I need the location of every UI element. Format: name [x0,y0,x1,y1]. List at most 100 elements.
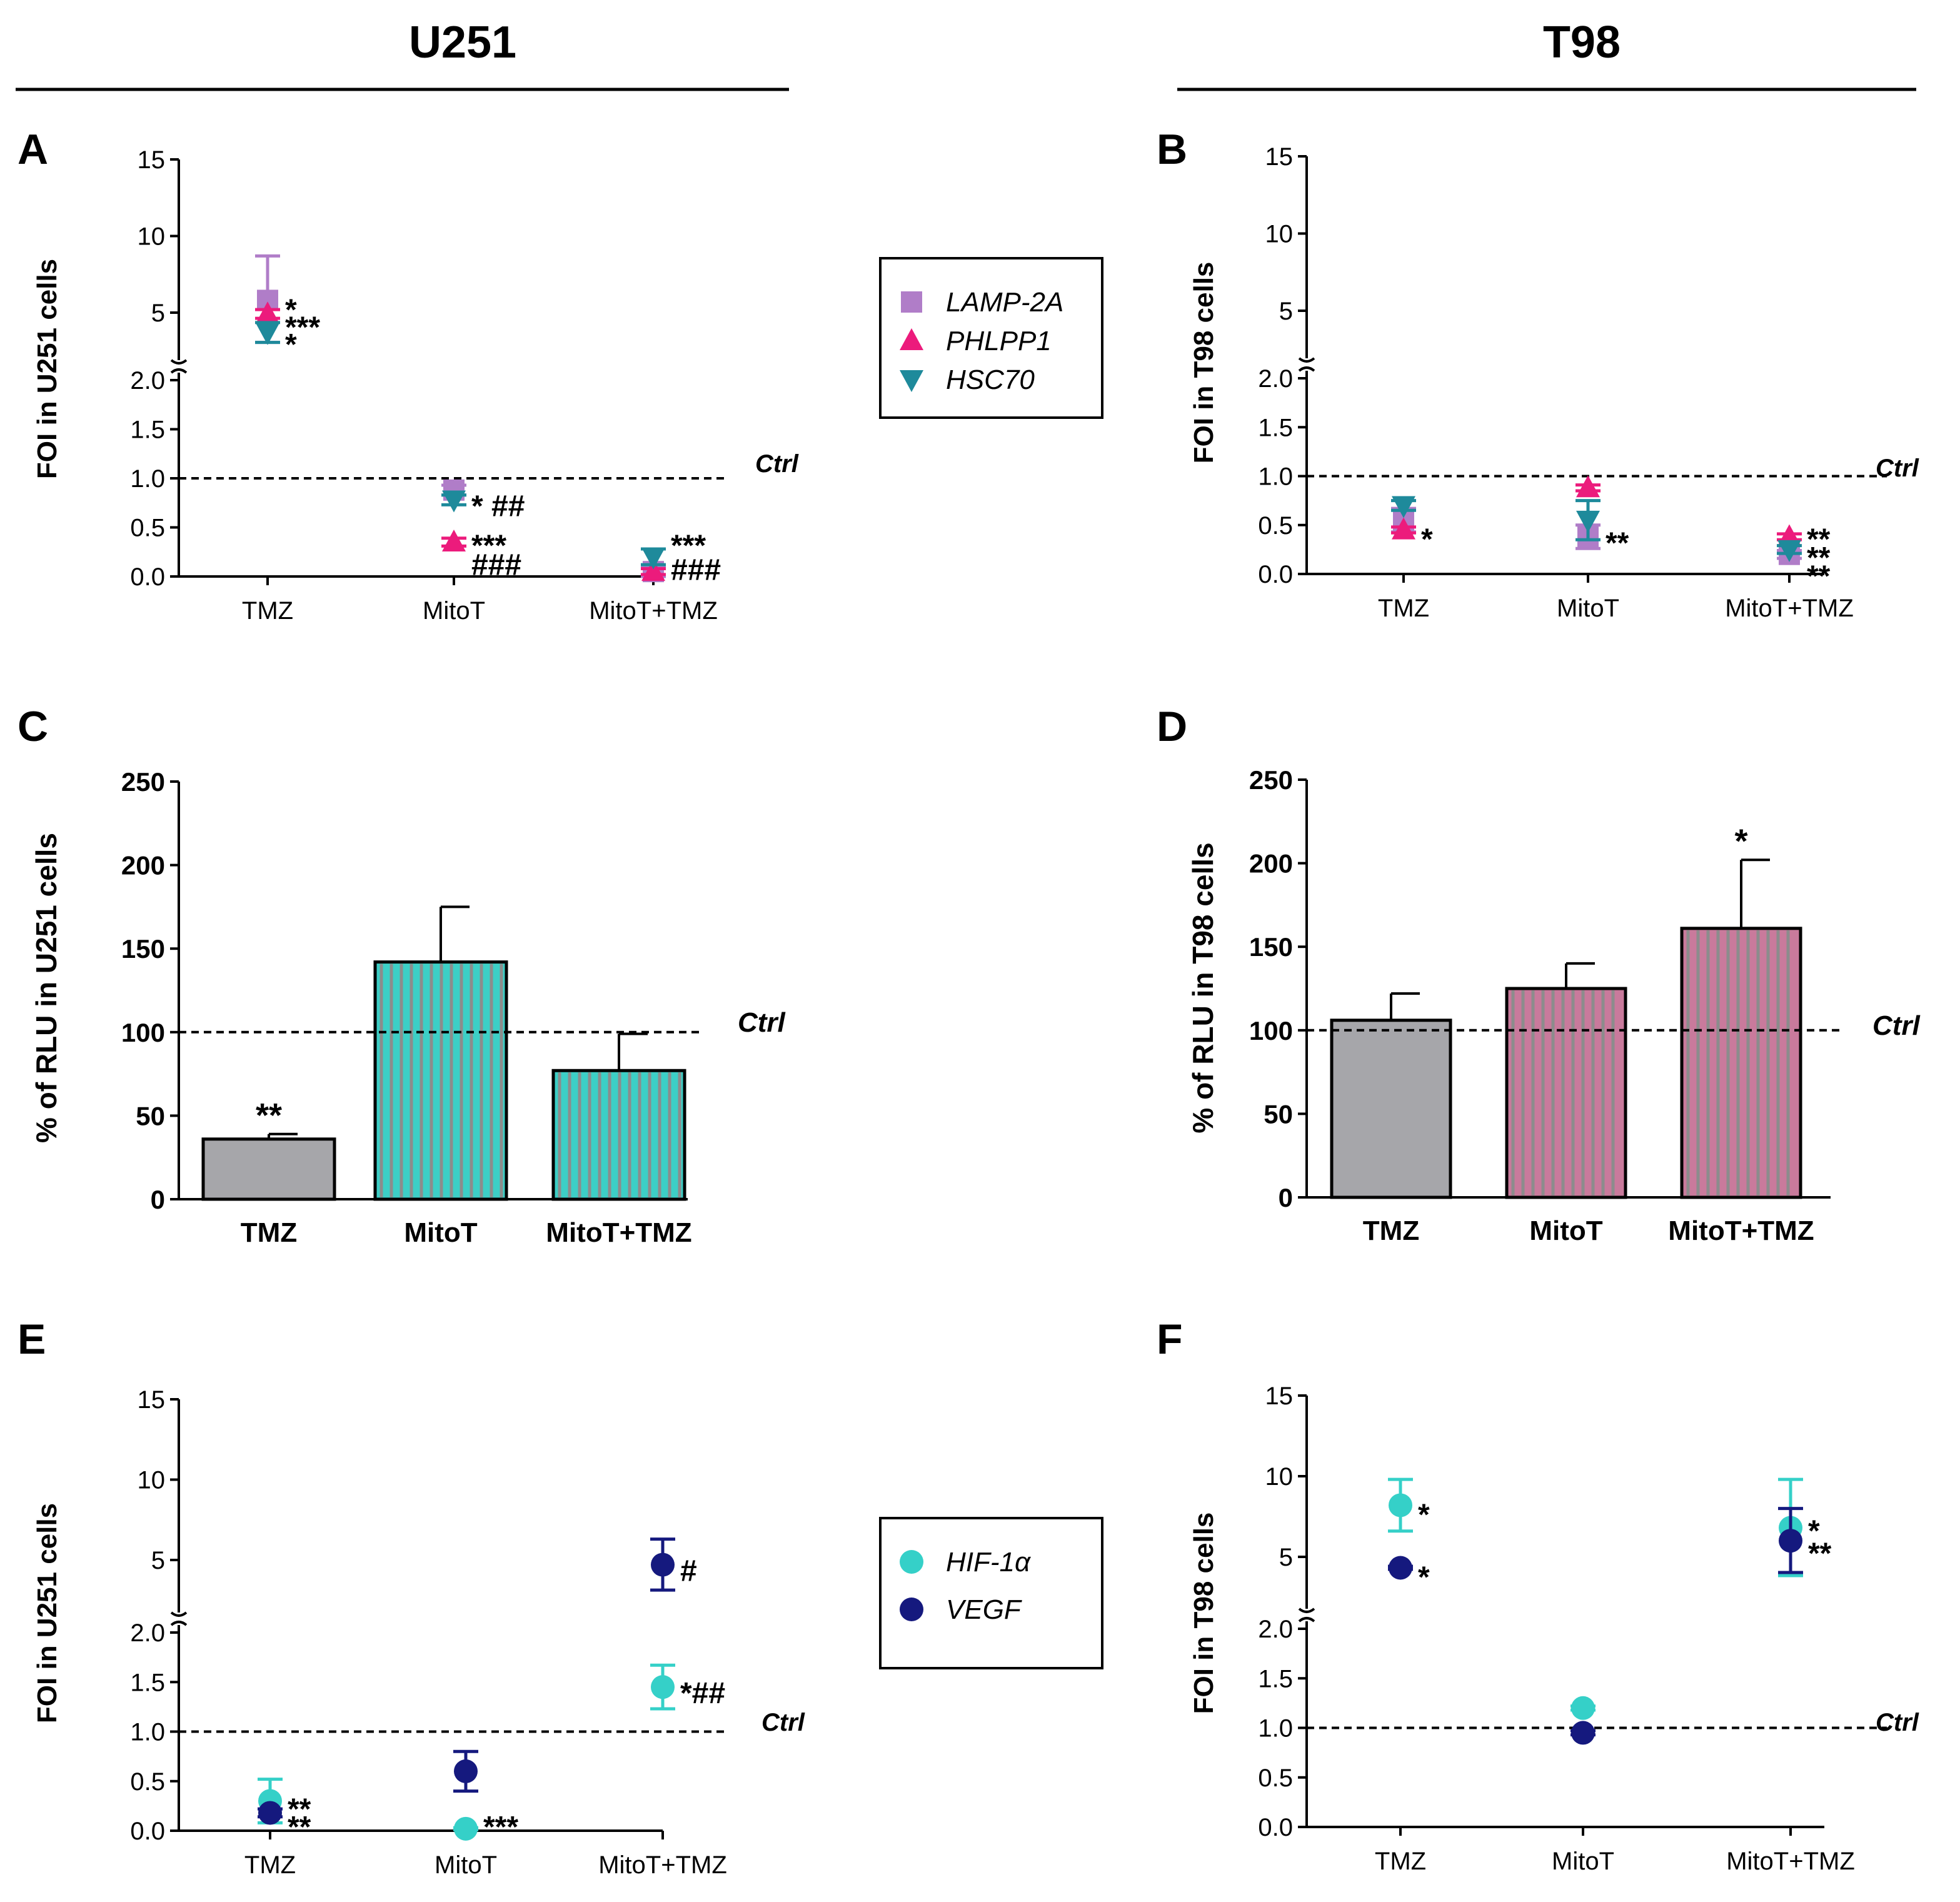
legend-box [879,1517,1103,1669]
y-tick-label: 15 [138,1386,166,1414]
panel-letter-E: E [18,1316,46,1363]
significance-label: * [285,293,297,326]
y-axis-label: % of RLU in U251 cells [30,833,63,1143]
point-vegf [651,1552,675,1577]
bar [1505,987,1627,1199]
point-phlpp1 [256,301,279,324]
x-tick-label: TMZ [242,597,293,625]
panel-letter-A: A [18,126,48,173]
panel-letter-D: D [1157,703,1187,750]
point-vegf [1571,1721,1595,1745]
legend-genes: LAMP-2A PHLPP1 HSC70 [879,257,1103,419]
y-tick-label: 1.5 [1258,1665,1293,1693]
significance-label: *** [483,1811,518,1844]
panel-letter-B: B [1157,126,1187,173]
x-tick-label: MitoT+TMZ [1725,595,1854,622]
x-tick-label: TMZ [241,1217,297,1248]
significance-label: ** [1606,527,1629,560]
point-vegf [454,1759,478,1783]
legend-marker-hsc70 [900,370,923,392]
y-tick-label: 0.0 [130,1818,165,1845]
point-hif-1- [1389,1493,1412,1517]
significance-label: ### [471,549,521,582]
point-phlpp1 [442,530,466,552]
y-tick-label: 10 [1265,221,1294,248]
panel-letter-C: C [18,703,48,750]
x-tick-label: TMZ [1375,1848,1426,1875]
y-tick-label: 250 [1249,765,1293,795]
y-tick-label: 200 [121,851,165,880]
x-tick-label: MitoT+TMZ [1726,1848,1855,1875]
point-phlpp1 [1392,517,1415,540]
point-phlpp1 [641,559,665,581]
x-tick-label: MitoT+TMZ [546,1217,691,1248]
x-tick-label: MitoT [435,1851,497,1879]
legend-label: LAMP-2A [946,287,1063,318]
y-tick-label: 5 [1279,298,1293,325]
significance-label: * [285,328,297,361]
y-tick-label: 0.5 [1258,1764,1293,1792]
point-phlpp1 [1576,475,1600,498]
significance-label: ** [1807,541,1831,575]
legend-marker-phlpp1 [900,328,923,350]
axis-break-upper [170,359,188,365]
y-tick-label: 5 [151,1547,165,1574]
y-tick-label: 1.0 [130,1719,165,1746]
significance-label: ** [256,1097,282,1134]
significance-label: *** [285,311,320,345]
significance-label: ### [671,554,721,587]
y-tick-label: 15 [138,146,166,174]
y-tick-label: 0.5 [130,515,165,542]
y-axis-label: FOI in T98 cells [1189,262,1219,464]
significance-label: * [1418,1499,1430,1532]
x-tick-label: TMZ [244,1851,296,1879]
y-tick-label: 200 [1249,849,1293,878]
bar [1330,1019,1452,1199]
y-tick-label: 10 [1265,1463,1294,1491]
panel-D: D 0 50 100 150 200 250 % of RLU in T98 cells TMZ… [1157,703,1921,1246]
legend-label: VEGF [946,1594,1022,1625]
ctrl-label: Ctrl [1876,1709,1919,1736]
point-hsc70 [1777,540,1801,562]
y-tick-label: 1.5 [130,1669,165,1696]
legend-label: PHLPP1 [946,326,1052,356]
significance-label: ** [1808,1537,1832,1571]
significance-label: ** [288,1811,311,1844]
x-tick-label: MitoT [404,1217,477,1248]
ctrl-label: Ctrl [761,1709,805,1736]
y-axis-label: % of RLU in T98 cells [1187,842,1219,1133]
x-tick-label: MitoT [423,597,485,625]
y-tick-label: 10 [138,223,166,251]
significance-label: *** [471,529,506,562]
y-axis-label: FOI in T98 cells [1189,1512,1219,1714]
ctrl-label: Ctrl [755,450,799,478]
x-tick-label: MitoT+TMZ [589,597,718,625]
y-tick-label: 2.0 [1258,365,1293,393]
y-tick-label: 0.5 [130,1768,165,1796]
legend-label: HIF-1α [946,1547,1032,1577]
y-tick-label: 100 [121,1018,165,1047]
panel-C: C 0 50 100 150 200 250 % of RLU in U251 cells TM… [18,703,786,1248]
y-tick-label: 50 [136,1101,165,1130]
y-tick-label: 2.0 [1258,1616,1293,1643]
y-tick-label: 15 [1265,143,1294,171]
x-tick-label: TMZ [1363,1215,1419,1246]
ctrl-label: Ctrl [1872,1010,1921,1041]
y-tick-label: 1.0 [1258,463,1293,491]
x-tick-label: MitoT [1557,595,1619,622]
ctrl-label: Ctrl [738,1007,786,1038]
axis-break-lower [170,368,188,374]
point-vegf [1389,1556,1412,1580]
y-tick-label: 150 [121,934,165,964]
legend-marker-lamp-2a [901,291,922,313]
y-tick-label: 1.5 [130,416,165,444]
significance-label: * ## [471,490,525,523]
y-tick-label: 1.5 [1258,414,1293,441]
significance-label: * [1418,1561,1430,1594]
y-tick-label: 250 [121,767,165,797]
significance-label: ** [1807,560,1831,593]
header-t98: T98 [1543,18,1621,68]
header-u251: U251 [409,18,516,68]
y-tick-label: 0 [1279,1183,1293,1212]
axis-break-lower [170,1621,188,1626]
